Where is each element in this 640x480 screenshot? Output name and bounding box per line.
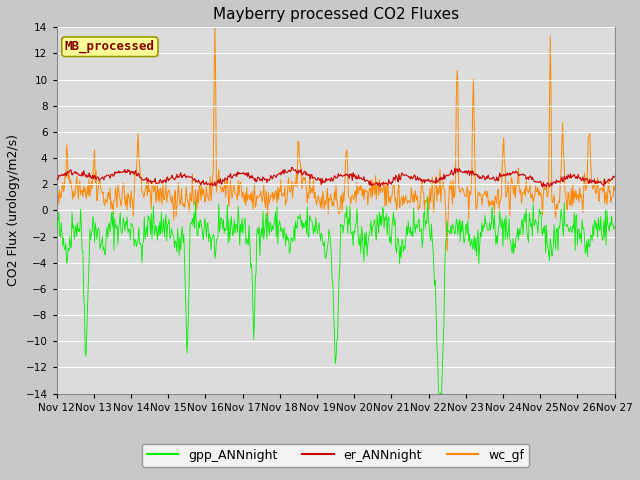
Title: Mayberry processed CO2 Fluxes: Mayberry processed CO2 Fluxes — [212, 7, 459, 22]
Legend: gpp_ANNnight, er_ANNnight, wc_gf: gpp_ANNnight, er_ANNnight, wc_gf — [142, 444, 529, 467]
Y-axis label: CO2 Flux (urology/m2/s): CO2 Flux (urology/m2/s) — [7, 134, 20, 287]
Text: MB_processed: MB_processed — [65, 40, 155, 53]
